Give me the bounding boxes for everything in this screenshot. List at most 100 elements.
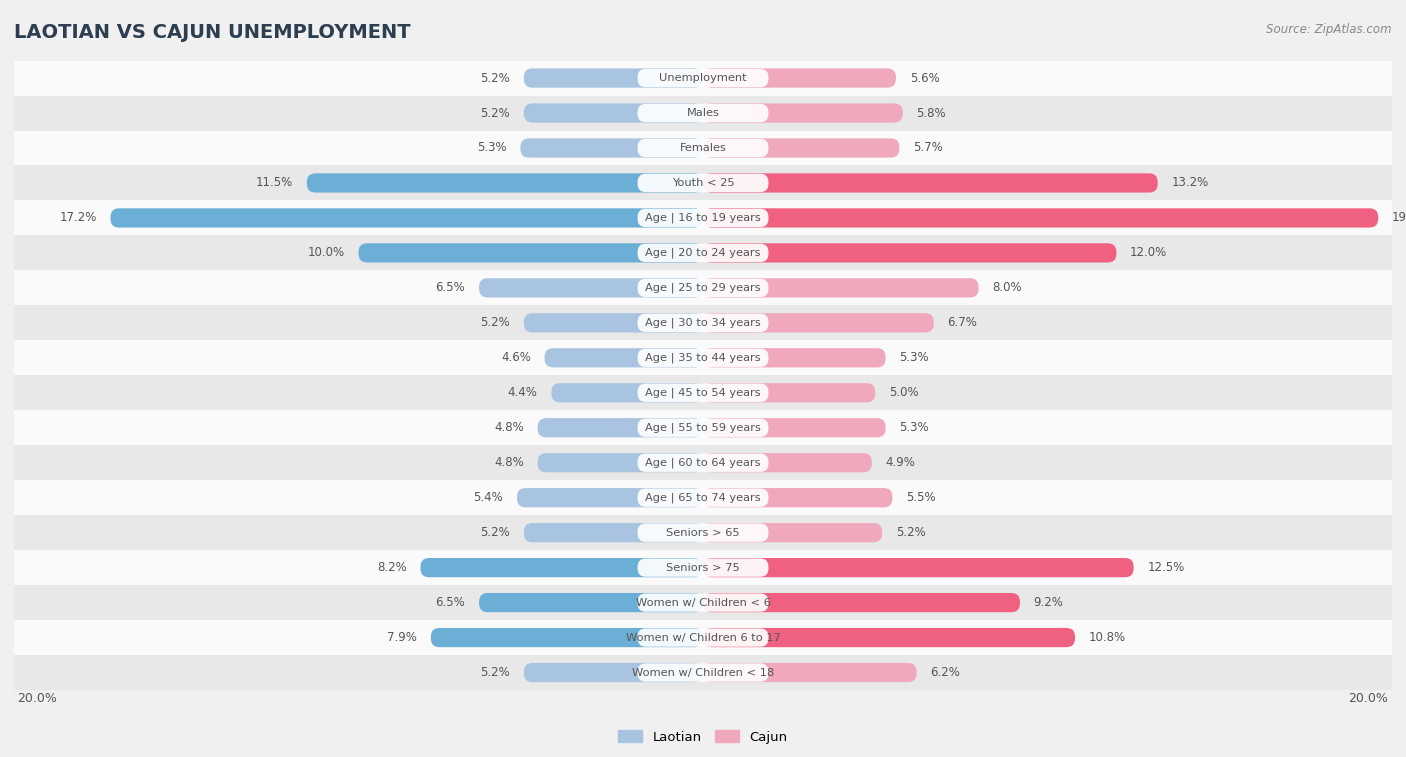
FancyBboxPatch shape bbox=[703, 593, 1019, 612]
Text: Age | 60 to 64 years: Age | 60 to 64 years bbox=[645, 457, 761, 468]
Text: Age | 35 to 44 years: Age | 35 to 44 years bbox=[645, 353, 761, 363]
FancyBboxPatch shape bbox=[524, 523, 703, 542]
Text: 5.0%: 5.0% bbox=[889, 386, 918, 399]
Text: 11.5%: 11.5% bbox=[256, 176, 292, 189]
FancyBboxPatch shape bbox=[703, 104, 903, 123]
FancyBboxPatch shape bbox=[479, 593, 703, 612]
Text: 5.2%: 5.2% bbox=[481, 666, 510, 679]
Text: 5.2%: 5.2% bbox=[481, 526, 510, 539]
Text: 4.9%: 4.9% bbox=[886, 456, 915, 469]
FancyBboxPatch shape bbox=[637, 384, 769, 402]
FancyBboxPatch shape bbox=[637, 209, 769, 227]
Legend: Laotian, Cajun: Laotian, Cajun bbox=[613, 725, 793, 749]
FancyBboxPatch shape bbox=[703, 68, 896, 88]
Bar bbox=[14, 95, 1392, 130]
Text: 6.7%: 6.7% bbox=[948, 316, 977, 329]
Text: LAOTIAN VS CAJUN UNEMPLOYMENT: LAOTIAN VS CAJUN UNEMPLOYMENT bbox=[14, 23, 411, 42]
Text: 10.8%: 10.8% bbox=[1088, 631, 1126, 644]
Bar bbox=[14, 480, 1392, 516]
Text: Youth < 25: Youth < 25 bbox=[672, 178, 734, 188]
Text: Unemployment: Unemployment bbox=[659, 73, 747, 83]
FancyBboxPatch shape bbox=[637, 593, 769, 612]
FancyBboxPatch shape bbox=[637, 104, 769, 122]
FancyBboxPatch shape bbox=[520, 139, 703, 157]
Bar bbox=[14, 445, 1392, 480]
Text: 6.2%: 6.2% bbox=[931, 666, 960, 679]
FancyBboxPatch shape bbox=[637, 279, 769, 297]
Text: 5.3%: 5.3% bbox=[900, 351, 929, 364]
Bar bbox=[14, 235, 1392, 270]
FancyBboxPatch shape bbox=[524, 313, 703, 332]
Text: 6.5%: 6.5% bbox=[436, 282, 465, 294]
Text: 19.6%: 19.6% bbox=[1392, 211, 1406, 224]
FancyBboxPatch shape bbox=[637, 69, 769, 87]
Text: 4.4%: 4.4% bbox=[508, 386, 537, 399]
FancyBboxPatch shape bbox=[637, 174, 769, 192]
Text: Women w/ Children < 6: Women w/ Children < 6 bbox=[636, 597, 770, 608]
Text: Age | 16 to 19 years: Age | 16 to 19 years bbox=[645, 213, 761, 223]
FancyBboxPatch shape bbox=[637, 628, 769, 646]
Bar bbox=[14, 130, 1392, 166]
Text: Source: ZipAtlas.com: Source: ZipAtlas.com bbox=[1267, 23, 1392, 36]
FancyBboxPatch shape bbox=[637, 559, 769, 577]
Bar bbox=[14, 341, 1392, 375]
FancyBboxPatch shape bbox=[517, 488, 703, 507]
Text: Age | 45 to 54 years: Age | 45 to 54 years bbox=[645, 388, 761, 398]
FancyBboxPatch shape bbox=[703, 208, 1378, 228]
Text: 5.2%: 5.2% bbox=[481, 316, 510, 329]
FancyBboxPatch shape bbox=[637, 139, 769, 157]
Text: Males: Males bbox=[686, 108, 720, 118]
FancyBboxPatch shape bbox=[703, 173, 1157, 192]
FancyBboxPatch shape bbox=[524, 663, 703, 682]
Text: 4.8%: 4.8% bbox=[494, 421, 524, 435]
Text: 8.0%: 8.0% bbox=[993, 282, 1022, 294]
Text: 20.0%: 20.0% bbox=[1348, 692, 1389, 706]
FancyBboxPatch shape bbox=[479, 279, 703, 298]
Text: Women w/ Children 6 to 17: Women w/ Children 6 to 17 bbox=[626, 633, 780, 643]
FancyBboxPatch shape bbox=[111, 208, 703, 228]
FancyBboxPatch shape bbox=[637, 488, 769, 507]
Text: 4.6%: 4.6% bbox=[501, 351, 531, 364]
Text: Women w/ Children < 18: Women w/ Children < 18 bbox=[631, 668, 775, 678]
Text: 7.9%: 7.9% bbox=[387, 631, 418, 644]
FancyBboxPatch shape bbox=[703, 663, 917, 682]
Text: 12.0%: 12.0% bbox=[1130, 246, 1167, 260]
Text: Age | 30 to 34 years: Age | 30 to 34 years bbox=[645, 318, 761, 328]
FancyBboxPatch shape bbox=[359, 243, 703, 263]
Bar bbox=[14, 620, 1392, 655]
Text: 8.2%: 8.2% bbox=[377, 561, 406, 574]
FancyBboxPatch shape bbox=[430, 628, 703, 647]
FancyBboxPatch shape bbox=[703, 139, 900, 157]
Text: 12.5%: 12.5% bbox=[1147, 561, 1185, 574]
FancyBboxPatch shape bbox=[420, 558, 703, 578]
FancyBboxPatch shape bbox=[637, 524, 769, 542]
FancyBboxPatch shape bbox=[703, 558, 1133, 578]
Text: 5.2%: 5.2% bbox=[896, 526, 925, 539]
Text: Females: Females bbox=[679, 143, 727, 153]
Bar bbox=[14, 270, 1392, 305]
Text: 20.0%: 20.0% bbox=[17, 692, 58, 706]
Bar bbox=[14, 375, 1392, 410]
FancyBboxPatch shape bbox=[637, 663, 769, 681]
FancyBboxPatch shape bbox=[703, 383, 875, 403]
Bar bbox=[14, 550, 1392, 585]
Bar bbox=[14, 585, 1392, 620]
Text: Age | 65 to 74 years: Age | 65 to 74 years bbox=[645, 493, 761, 503]
FancyBboxPatch shape bbox=[544, 348, 703, 367]
FancyBboxPatch shape bbox=[537, 418, 703, 438]
Text: 5.8%: 5.8% bbox=[917, 107, 946, 120]
FancyBboxPatch shape bbox=[637, 313, 769, 332]
FancyBboxPatch shape bbox=[537, 453, 703, 472]
FancyBboxPatch shape bbox=[703, 488, 893, 507]
Text: 9.2%: 9.2% bbox=[1033, 596, 1063, 609]
Text: 6.5%: 6.5% bbox=[436, 596, 465, 609]
Text: 13.2%: 13.2% bbox=[1171, 176, 1209, 189]
Bar bbox=[14, 166, 1392, 201]
Text: 5.3%: 5.3% bbox=[477, 142, 506, 154]
Text: Age | 20 to 24 years: Age | 20 to 24 years bbox=[645, 248, 761, 258]
FancyBboxPatch shape bbox=[637, 453, 769, 472]
FancyBboxPatch shape bbox=[637, 349, 769, 367]
Text: 5.5%: 5.5% bbox=[907, 491, 936, 504]
FancyBboxPatch shape bbox=[703, 418, 886, 438]
FancyBboxPatch shape bbox=[703, 243, 1116, 263]
